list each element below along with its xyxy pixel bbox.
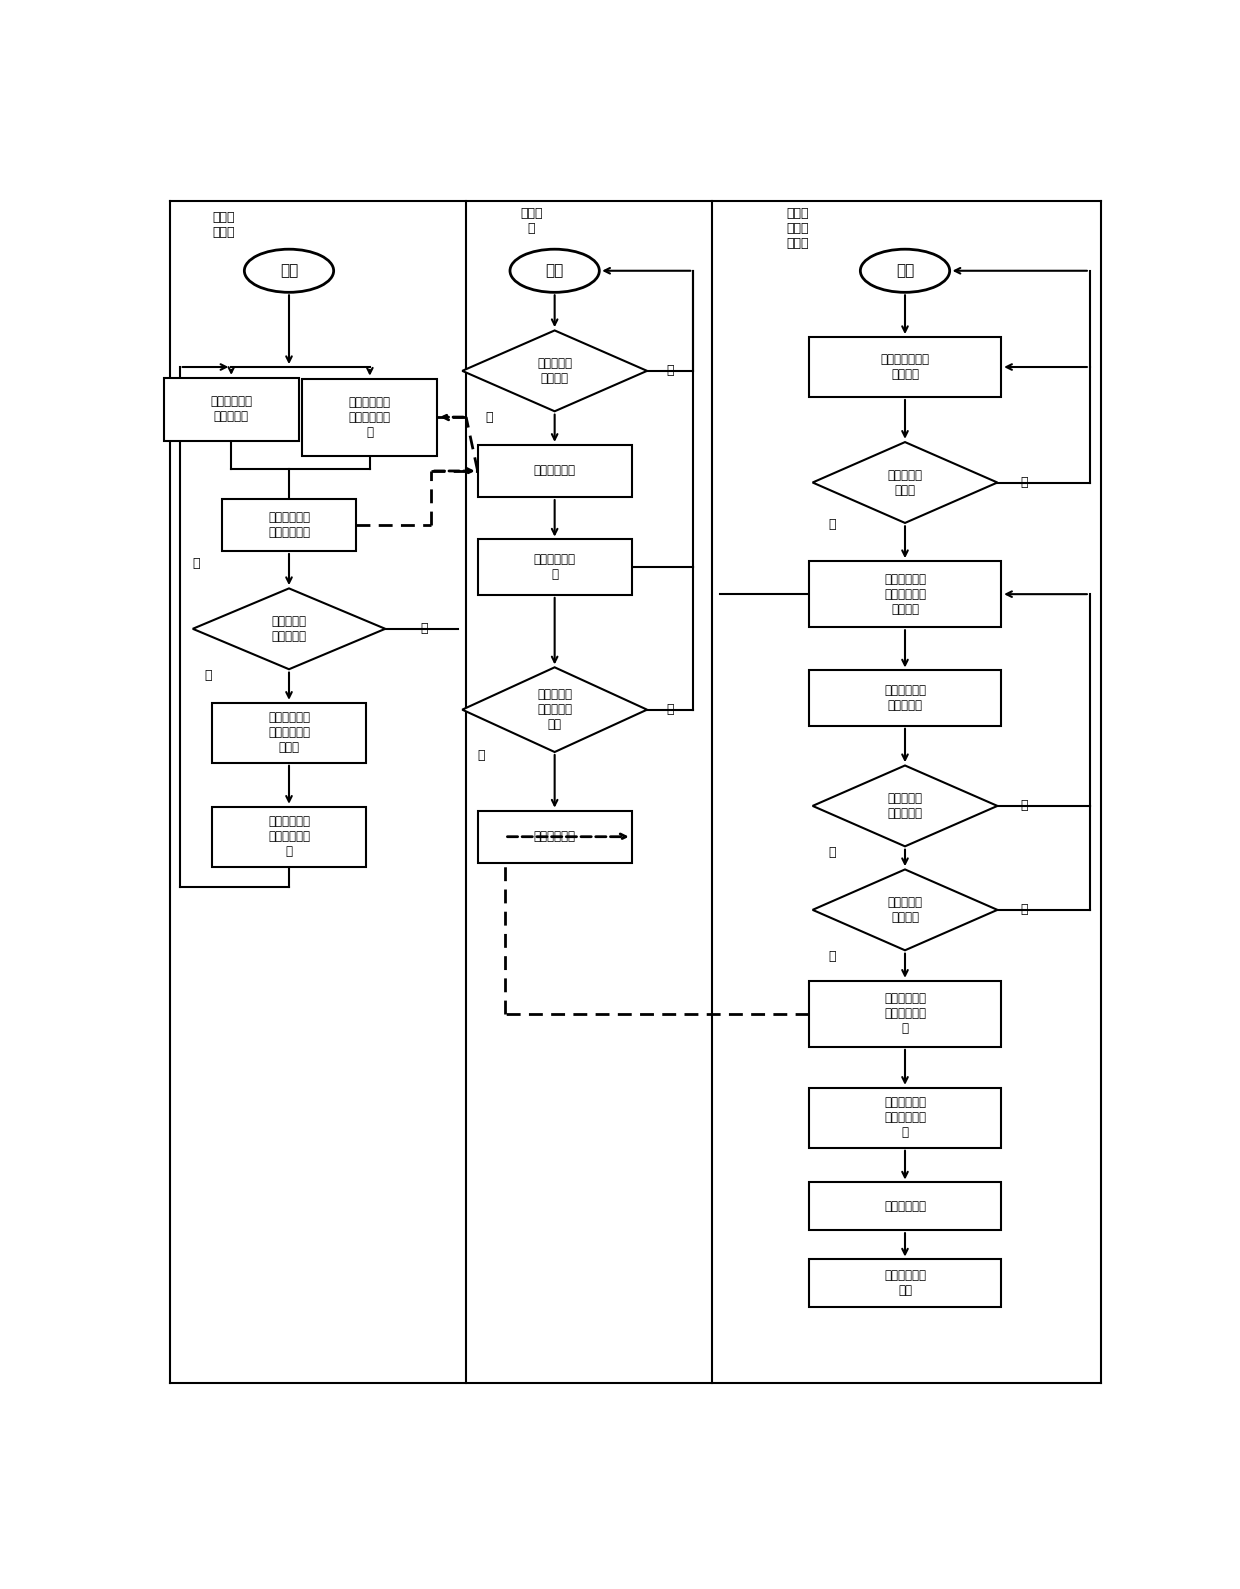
Text: 否: 否 <box>1021 477 1028 489</box>
Text: 根据二维码信
息素进行移动
方向选择: 根据二维码信 息素进行移动 方向选择 <box>884 572 926 615</box>
FancyBboxPatch shape <box>808 1260 1001 1308</box>
Text: 接收订单信息: 接收订单信息 <box>533 464 575 477</box>
Text: 集群仓储机器人
随机移动: 集群仓储机器人 随机移动 <box>880 353 930 381</box>
Polygon shape <box>463 331 647 412</box>
FancyBboxPatch shape <box>477 540 631 594</box>
FancyBboxPatch shape <box>477 445 631 497</box>
Polygon shape <box>192 588 386 669</box>
FancyBboxPatch shape <box>212 807 366 866</box>
Text: 否: 否 <box>420 623 428 636</box>
Text: 卸下货物返回
仓库: 卸下货物返回 仓库 <box>884 1270 926 1297</box>
Polygon shape <box>812 442 997 523</box>
Polygon shape <box>463 667 647 752</box>
Polygon shape <box>812 869 997 950</box>
FancyBboxPatch shape <box>808 1088 1001 1147</box>
Text: 否: 否 <box>1021 904 1028 917</box>
Text: 装载货物，并
与货架系统交
互: 装载货物，并 与货架系统交 互 <box>884 992 926 1036</box>
Text: 是否识别到
新的二维码: 是否识别到 新的二维码 <box>888 791 923 820</box>
FancyBboxPatch shape <box>808 671 1001 726</box>
Text: 分析新订单中
的任务信息: 分析新订单中 的任务信息 <box>211 396 252 423</box>
Ellipse shape <box>510 249 599 292</box>
Text: 读取全局任务
信息的更新情
况: 读取全局任务 信息的更新情 况 <box>348 396 391 439</box>
Text: 是: 是 <box>477 750 485 763</box>
Text: 更新到对应货
架: 更新到对应货 架 <box>533 553 575 582</box>
FancyBboxPatch shape <box>164 378 299 440</box>
Text: 是否到达有
效任务点: 是否到达有 效任务点 <box>888 896 923 923</box>
Text: 按照选择的前
进方向移动: 按照选择的前 进方向移动 <box>884 685 926 712</box>
Text: 是否识别到
二维码: 是否识别到 二维码 <box>888 469 923 496</box>
Text: 是: 是 <box>205 669 212 682</box>
Text: 集群仓
储机器
人系统: 集群仓 储机器 人系统 <box>786 207 808 249</box>
Text: 利用信息素编
码每一个二维
码: 利用信息素编 码每一个二维 码 <box>268 815 310 858</box>
Text: 否: 否 <box>666 364 673 377</box>
Text: 开始: 开始 <box>280 264 298 278</box>
Ellipse shape <box>244 249 334 292</box>
Text: 任务集合是
否存在更新: 任务集合是 否存在更新 <box>272 615 306 644</box>
FancyBboxPatch shape <box>808 561 1001 628</box>
FancyBboxPatch shape <box>808 980 1001 1047</box>
Ellipse shape <box>861 249 950 292</box>
FancyBboxPatch shape <box>303 378 438 456</box>
FancyBboxPatch shape <box>808 1182 1001 1230</box>
Text: 更新任务信息: 更新任务信息 <box>533 829 575 844</box>
Text: 货架系
统: 货架系 统 <box>521 207 543 235</box>
Polygon shape <box>812 766 997 847</box>
Text: 信息处
理系统: 信息处 理系统 <box>212 211 234 238</box>
Text: 否: 否 <box>1021 799 1028 812</box>
FancyBboxPatch shape <box>808 337 1001 397</box>
Text: 是: 是 <box>828 518 836 531</box>
Text: 开始: 开始 <box>895 264 914 278</box>
Text: 行动到出货口: 行动到出货口 <box>884 1200 926 1212</box>
Text: 根据任务信息
集合更新全局
信息素: 根据任务信息 集合更新全局 信息素 <box>268 712 310 755</box>
FancyBboxPatch shape <box>222 499 356 551</box>
Text: 是: 是 <box>193 556 201 570</box>
FancyBboxPatch shape <box>212 702 366 763</box>
Text: 将任务信息更
新到货架系统: 将任务信息更 新到货架系统 <box>268 510 310 539</box>
Text: 是: 是 <box>485 410 494 424</box>
Text: 以最便捷的方
式走到快速通
道: 以最便捷的方 式走到快速通 道 <box>884 1096 926 1139</box>
Text: 是: 是 <box>828 845 836 858</box>
Text: 是否有新的
订单信息: 是否有新的 订单信息 <box>537 358 572 385</box>
Text: 否: 否 <box>666 704 673 717</box>
FancyBboxPatch shape <box>477 810 631 863</box>
Text: 是: 是 <box>828 950 836 963</box>
Text: 是否有集群
仓储机器人
取货: 是否有集群 仓储机器人 取货 <box>537 688 572 731</box>
Text: 开始: 开始 <box>546 264 564 278</box>
